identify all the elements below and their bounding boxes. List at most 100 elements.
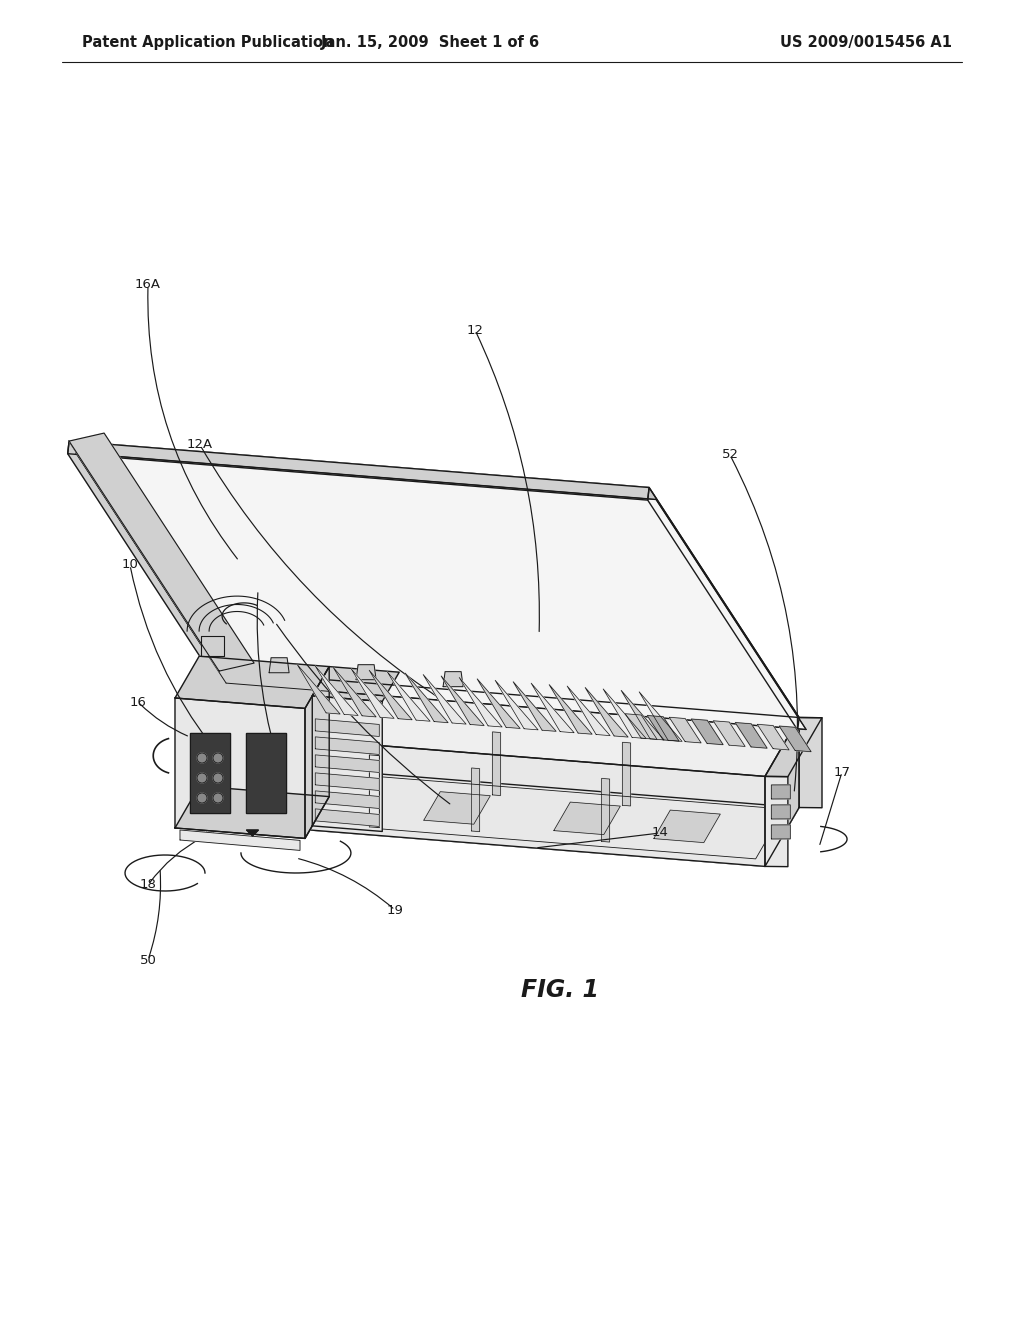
Polygon shape: [423, 675, 466, 725]
Polygon shape: [69, 441, 799, 718]
Polygon shape: [315, 755, 379, 772]
Text: 16A: 16A: [135, 279, 161, 292]
Circle shape: [213, 752, 223, 763]
Polygon shape: [653, 810, 720, 842]
Text: Jan. 15, 2009  Sheet 1 of 6: Jan. 15, 2009 Sheet 1 of 6: [321, 34, 540, 49]
Polygon shape: [714, 721, 745, 746]
Polygon shape: [246, 733, 286, 813]
Polygon shape: [305, 667, 329, 838]
Polygon shape: [351, 669, 394, 718]
Polygon shape: [180, 830, 300, 850]
Polygon shape: [670, 717, 701, 743]
Polygon shape: [771, 785, 791, 799]
Polygon shape: [315, 665, 358, 715]
Text: 52: 52: [722, 449, 738, 462]
Polygon shape: [554, 803, 621, 834]
Polygon shape: [799, 718, 822, 808]
Polygon shape: [771, 805, 791, 818]
Text: 12A: 12A: [187, 438, 213, 451]
Polygon shape: [585, 688, 628, 737]
Polygon shape: [280, 722, 314, 767]
Text: LA: LA: [259, 829, 269, 837]
Circle shape: [197, 752, 207, 763]
Text: 14: 14: [651, 826, 669, 840]
Polygon shape: [313, 783, 380, 816]
Polygon shape: [513, 681, 556, 731]
Polygon shape: [623, 742, 631, 807]
Polygon shape: [315, 809, 379, 826]
Text: 17: 17: [834, 766, 851, 779]
Polygon shape: [771, 825, 791, 840]
Polygon shape: [175, 656, 329, 709]
Text: 18: 18: [139, 879, 157, 891]
Polygon shape: [648, 487, 799, 730]
Polygon shape: [185, 730, 765, 866]
Polygon shape: [443, 672, 463, 686]
Text: 19: 19: [387, 903, 403, 916]
Polygon shape: [175, 787, 329, 838]
Polygon shape: [765, 718, 799, 866]
Polygon shape: [312, 696, 382, 832]
Polygon shape: [531, 684, 574, 733]
Circle shape: [213, 774, 223, 783]
Polygon shape: [765, 776, 787, 867]
Polygon shape: [603, 689, 646, 738]
Polygon shape: [219, 671, 799, 808]
Text: 20: 20: [266, 615, 284, 628]
Polygon shape: [69, 433, 254, 671]
Circle shape: [197, 774, 207, 783]
Polygon shape: [549, 685, 592, 734]
Polygon shape: [297, 664, 340, 714]
Polygon shape: [269, 657, 289, 673]
Polygon shape: [406, 673, 449, 722]
Polygon shape: [332, 756, 340, 821]
Polygon shape: [735, 722, 767, 748]
Polygon shape: [567, 686, 610, 735]
Polygon shape: [477, 678, 520, 729]
Text: 50: 50: [139, 953, 157, 966]
Polygon shape: [280, 747, 290, 821]
Polygon shape: [639, 692, 682, 742]
Polygon shape: [602, 779, 609, 842]
Text: 16: 16: [130, 696, 146, 709]
Polygon shape: [315, 719, 379, 737]
Text: VIG: VIG: [200, 826, 216, 836]
Polygon shape: [185, 762, 799, 866]
Polygon shape: [356, 665, 376, 680]
Polygon shape: [369, 671, 412, 719]
Polygon shape: [387, 672, 430, 721]
Polygon shape: [312, 667, 399, 701]
Polygon shape: [315, 772, 379, 791]
Polygon shape: [76, 453, 806, 730]
Polygon shape: [190, 733, 230, 813]
Polygon shape: [459, 677, 502, 727]
Polygon shape: [68, 441, 649, 500]
Polygon shape: [247, 830, 258, 836]
Polygon shape: [333, 668, 376, 717]
Polygon shape: [779, 726, 811, 751]
Polygon shape: [765, 718, 822, 776]
Text: Patent Application Publication: Patent Application Publication: [82, 34, 334, 49]
Polygon shape: [315, 791, 379, 808]
Polygon shape: [493, 731, 501, 796]
Polygon shape: [201, 636, 224, 656]
Polygon shape: [441, 676, 484, 726]
Text: US 2009/0015456 A1: US 2009/0015456 A1: [780, 34, 952, 49]
Text: 100: 100: [246, 583, 270, 597]
Polygon shape: [757, 725, 790, 750]
Polygon shape: [352, 721, 360, 784]
Polygon shape: [424, 792, 490, 824]
Polygon shape: [175, 698, 305, 838]
Polygon shape: [647, 715, 679, 741]
Polygon shape: [472, 768, 479, 832]
Polygon shape: [370, 755, 380, 828]
Polygon shape: [622, 690, 665, 741]
Polygon shape: [496, 680, 538, 730]
Text: 10: 10: [122, 558, 138, 572]
Polygon shape: [68, 441, 219, 684]
Text: 12: 12: [467, 323, 483, 337]
Text: FIG. 1: FIG. 1: [521, 978, 599, 1002]
Polygon shape: [626, 714, 657, 739]
Text: VGA: VGA: [256, 826, 275, 836]
Polygon shape: [691, 719, 723, 744]
